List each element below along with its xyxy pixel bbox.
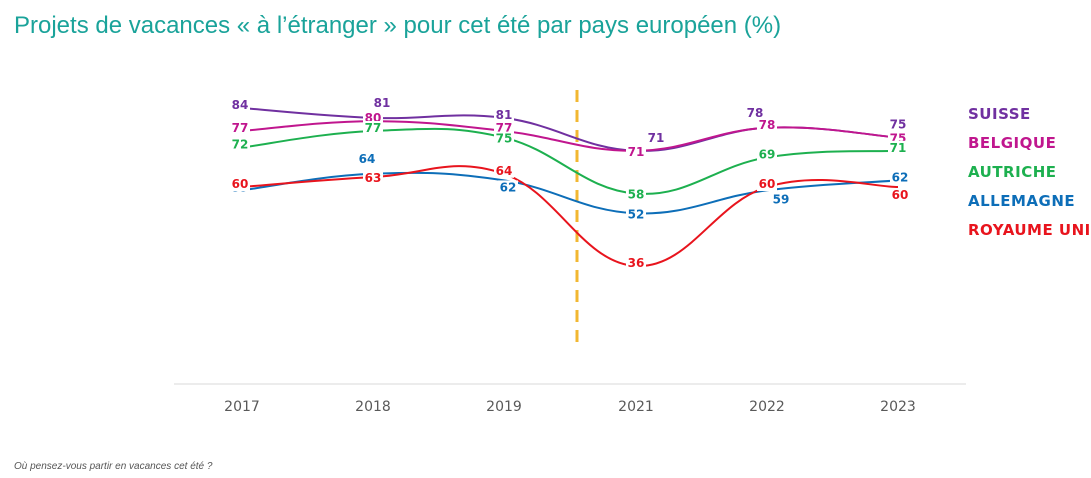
- data-label: 71: [628, 145, 645, 159]
- data-label-bg: [230, 98, 250, 112]
- data-label-bg: [230, 177, 250, 191]
- data-label-bg: [745, 105, 765, 120]
- data-label: 60: [232, 177, 249, 191]
- data-label: 78: [759, 118, 776, 132]
- data-label: 64: [359, 152, 376, 166]
- x-tick-label: 2019: [486, 399, 522, 415]
- legend-item-belgique: BELGIQUE: [968, 134, 1056, 152]
- data-label: 71: [648, 131, 665, 145]
- data-label: 52: [628, 207, 645, 221]
- data-label: 64: [496, 164, 513, 178]
- data-label: 71: [890, 141, 907, 155]
- data-label-bg: [626, 187, 646, 202]
- data-label-bg: [646, 130, 666, 145]
- data-label-bg: [757, 117, 777, 132]
- data-label: 78: [747, 106, 764, 120]
- data-label-bg: [363, 121, 383, 135]
- data-label: 36: [628, 256, 645, 270]
- data-label: 58: [628, 188, 645, 202]
- data-label-bg: [890, 170, 910, 185]
- data-label: 60: [759, 177, 776, 191]
- data-label: 62: [500, 180, 517, 194]
- footnote: Où pensez-vous partir en vacances cet ét…: [14, 461, 213, 472]
- x-tick-label: 2017: [224, 399, 260, 415]
- data-label-bg: [757, 147, 777, 162]
- data-label-bg: [757, 177, 777, 191]
- data-label-bg: [363, 171, 383, 186]
- data-label-bg: [230, 137, 250, 152]
- data-label-bg: [626, 207, 646, 222]
- series-line-autriche: [241, 127, 899, 195]
- data-label: 77: [232, 121, 249, 135]
- data-label: 77: [365, 121, 382, 135]
- series-line-belgique: [241, 120, 899, 152]
- data-label: 84: [232, 98, 249, 112]
- x-tick-label: 2018: [355, 399, 391, 415]
- data-label: 81: [374, 96, 391, 110]
- data-label-bg: [357, 151, 377, 166]
- x-tick-label: 2021: [618, 399, 654, 415]
- series-line-suisse: [241, 107, 899, 152]
- legend-item-suisse: SUISSE: [968, 105, 1031, 123]
- data-label: 75: [890, 118, 907, 132]
- data-label-bg: [494, 131, 514, 146]
- data-label: 77: [496, 121, 513, 135]
- data-label-bg: [771, 192, 791, 207]
- data-label: 75: [496, 132, 513, 146]
- data-label-bg: [494, 121, 514, 135]
- data-label-bg: [498, 180, 518, 195]
- data-label: 63: [365, 171, 382, 185]
- series-line-royaume-uni: [241, 165, 899, 268]
- legend-item-allemagne: ALLEMAGNE: [968, 192, 1075, 210]
- data-label-bg: [494, 107, 514, 122]
- data-label-bg: [888, 140, 908, 155]
- x-tick-label: 2022: [749, 399, 785, 415]
- data-label-bg: [230, 121, 250, 135]
- data-label-bg: [494, 163, 514, 178]
- data-label: 59: [773, 192, 790, 206]
- series-layer: [241, 107, 899, 268]
- data-label-bg: [888, 117, 908, 132]
- data-label: 62: [892, 170, 909, 184]
- legend-item-royaume-uni: ROYAUME UNI: [968, 221, 1091, 239]
- legend: SUISSE BELGIQUE AUTRICHE ALLEMAGNE ROYAUME U…: [968, 105, 1091, 239]
- data-label-bg: [890, 188, 910, 202]
- data-label-bg: [372, 95, 392, 110]
- data-label-bg: [626, 144, 646, 159]
- series-line-allemagne: [241, 171, 899, 215]
- data-label-layer: 8481817178757780777178757277755869715964…: [230, 95, 910, 270]
- legend-item-autriche: AUTRICHE: [968, 163, 1057, 181]
- chart-title: Projets de vacances « à l’étranger » pou…: [14, 12, 782, 39]
- data-label: 72: [232, 138, 249, 152]
- data-label: 60: [892, 188, 909, 202]
- x-tick-label: 2023: [880, 399, 916, 415]
- data-label: 81: [496, 108, 513, 122]
- data-label-bg: [626, 256, 646, 270]
- data-label: 69: [759, 147, 776, 161]
- x-tick-layer: 2017 2018 2019 2021 2022 2023: [224, 399, 916, 415]
